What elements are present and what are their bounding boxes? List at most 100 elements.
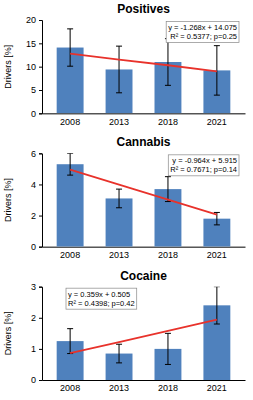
title: Cannabis [116,135,170,149]
y-axis-title: Drivers [%] [3,45,13,89]
annotation-box [168,155,239,176]
annotation-text: y = 0.359x + 0.505 [68,290,130,299]
y-tick-label: 6 [31,149,36,159]
title: Cocaine [120,269,167,283]
y-tick-label: 1 [31,344,36,354]
error-bar [165,177,171,202]
error-bar [165,333,171,364]
annotation: y = -0.964x + 5.915R² = 0.7671; p=0.14 [168,155,239,176]
x-tick-label: 2008 [60,383,80,393]
error-bar-line [165,177,171,202]
x-tick-label: 2008 [60,117,80,127]
annotation-text: R² = 0.4398; p=0.42 [68,299,135,308]
annotation-text: R² = 0.5377; p=0.25 [170,32,237,41]
error-bar [67,329,73,354]
y-tick-mark [39,20,42,21]
y-tick: 4 [31,180,42,190]
error-bar-line [116,189,122,208]
x-axis-line [43,380,246,381]
y-tick-mark [39,247,42,248]
x-tick: 2008 [60,247,80,260]
x-tick-label: 2021 [207,117,227,127]
error-bar-line [67,329,73,354]
y-tick-mark [39,380,42,381]
y-tick-label: 3 [31,282,36,292]
y-tick-label: 15 [26,39,36,49]
plot-area [57,287,231,380]
x-axis-line [43,247,246,248]
annotation-text: R² = 0.7671; p=0.14 [170,165,237,174]
y-tick: 1 [31,344,42,354]
y-tick-label: 0 [31,375,36,385]
y-tick: 3 [31,282,42,292]
y-tick: 2 [31,313,42,323]
x-tick: 2018 [158,113,178,126]
y-axis-line [39,21,43,114]
error-bar [116,46,122,93]
error-bar [214,287,220,324]
error-bar-line [67,153,73,175]
x-tick: 2018 [158,380,178,393]
error-bar-line [165,333,171,364]
x-tick-label: 2021 [207,383,227,393]
x-tick: 2013 [109,113,129,126]
y-tick-mark [39,216,42,217]
y-axis-line [39,287,43,380]
x-axis-line [43,113,246,114]
figure: PositivesDrivers [%]05101520200820132018… [0,0,253,400]
x-tick-label: 2018 [158,383,178,393]
y-axis: 0 2 4 6 [31,149,43,252]
annotation: y = -1.268x + 14.075R² = 0.5377; p=0.25 [166,22,239,43]
error-bar-line [116,46,122,93]
y-tick-mark [39,287,42,288]
x-tick-label: 2008 [60,250,80,260]
y-tick-label: 20 [26,15,36,25]
x-tick: 2008 [60,380,80,393]
error-bar [67,29,73,66]
y-tick: 5 [31,85,42,95]
x-tick-label: 2013 [109,250,129,260]
panel: CocaineDrivers [%]01232008201320182021y … [3,269,246,394]
y-tick: 10 [26,62,42,72]
x-axis: 2008 2013 2018 2021 [43,247,246,260]
x-tick-label: 2013 [109,383,129,393]
x-tick: 2021 [207,113,227,126]
x-tick: 2021 [207,247,227,260]
y-tick: 6 [31,149,42,159]
y-tick-mark [39,67,42,68]
y-tick-mark [39,318,42,319]
annotation: y = 0.359x + 0.505R² = 0.4398; p=0.42 [66,288,137,309]
error-bar [116,344,122,363]
y-tick-mark [39,43,42,44]
y-tick-mark [39,113,42,114]
x-axis: 2008 2013 2018 2021 [43,380,246,393]
error-bar-line [214,287,220,324]
y-tick-label: 0 [31,109,36,119]
trend-line [70,54,217,72]
error-bar [67,153,73,175]
annotation-text: y = -1.268x + 14.075 [168,23,237,32]
x-axis: 2008 2013 2018 2021 [43,113,246,126]
y-tick-label: 10 [26,62,36,72]
error-bar-line [116,344,122,363]
y-tick-label: 2 [31,211,36,221]
y-axis: 0 5 10 15 20 [26,15,43,118]
y-tick-label: 5 [31,85,36,95]
x-tick: 2008 [60,113,80,126]
y-tick: 0 [31,242,42,252]
bar [57,164,84,246]
y-axis: 0 1 2 3 [31,282,43,385]
y-tick-mark [39,153,42,154]
y-tick-mark [39,184,42,185]
annotation-text: y = -0.964x + 5.915 [172,156,237,165]
x-tick-label: 2021 [207,250,227,260]
panel: CannabisDrivers [%]02462008201320182021y… [3,135,246,260]
x-tick-label: 2013 [109,117,129,127]
error-bar-line [165,39,171,86]
x-tick: 2018 [158,247,178,260]
y-tick: 15 [26,39,42,49]
y-tick-label: 2 [31,313,36,323]
x-tick-label: 2018 [158,117,178,127]
title: Positives [117,2,170,16]
panel: Positives Drivers [%] 0 5 10 15 20 2008 2013 2018… [3,2,246,127]
